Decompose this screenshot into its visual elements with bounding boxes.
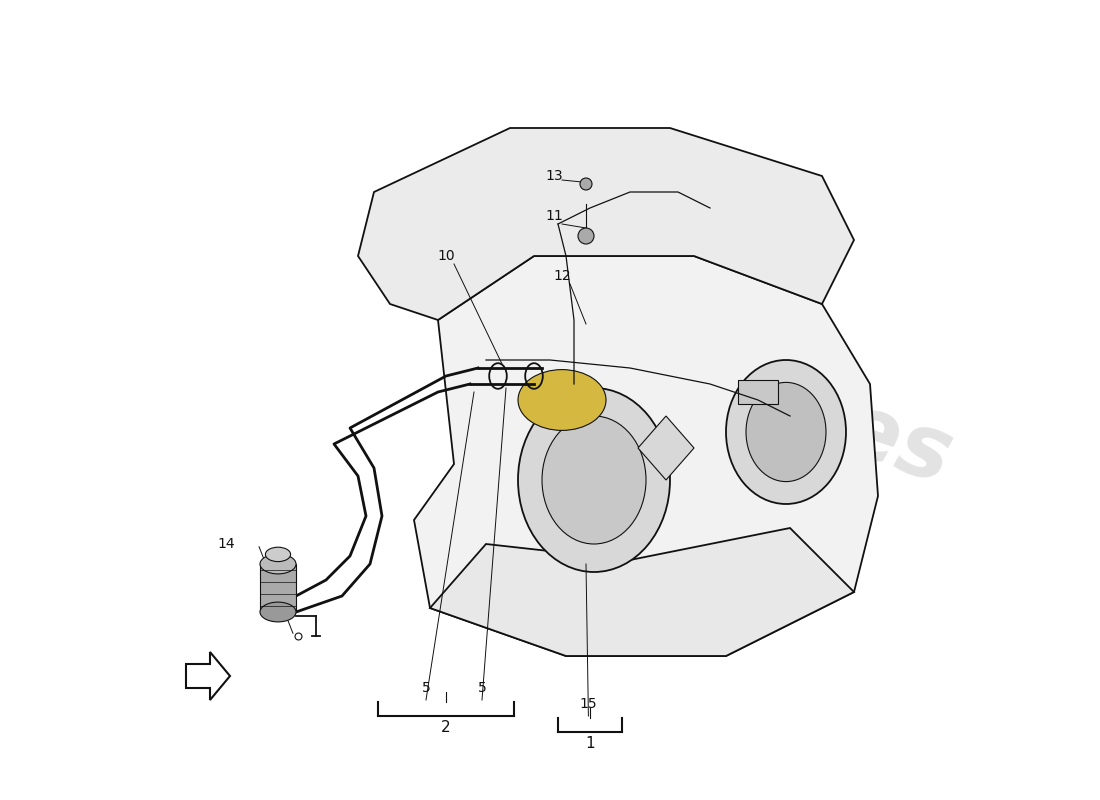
Polygon shape <box>358 128 854 320</box>
Text: 10: 10 <box>437 249 454 263</box>
Polygon shape <box>638 416 694 480</box>
Ellipse shape <box>260 602 296 622</box>
Text: euroPares: euroPares <box>456 265 964 503</box>
Ellipse shape <box>746 382 826 482</box>
Text: 15: 15 <box>580 697 597 711</box>
Polygon shape <box>260 564 296 612</box>
Ellipse shape <box>518 370 606 430</box>
Ellipse shape <box>542 416 646 544</box>
Text: 5: 5 <box>477 681 486 695</box>
Polygon shape <box>186 652 230 700</box>
Polygon shape <box>430 528 854 656</box>
Text: 12: 12 <box>553 269 571 283</box>
Polygon shape <box>414 256 878 656</box>
Ellipse shape <box>265 547 290 562</box>
Ellipse shape <box>580 178 592 190</box>
FancyBboxPatch shape <box>738 380 778 404</box>
Text: 14: 14 <box>217 537 234 551</box>
Ellipse shape <box>578 228 594 244</box>
Text: 2: 2 <box>441 721 451 735</box>
Ellipse shape <box>726 360 846 504</box>
Text: 13: 13 <box>546 169 563 183</box>
Text: 1: 1 <box>585 737 595 751</box>
Ellipse shape <box>260 554 296 574</box>
Text: 11: 11 <box>546 209 563 223</box>
Text: 5: 5 <box>421 681 430 695</box>
Ellipse shape <box>518 388 670 572</box>
Text: a passion for cars since 1985: a passion for cars since 1985 <box>536 436 852 556</box>
